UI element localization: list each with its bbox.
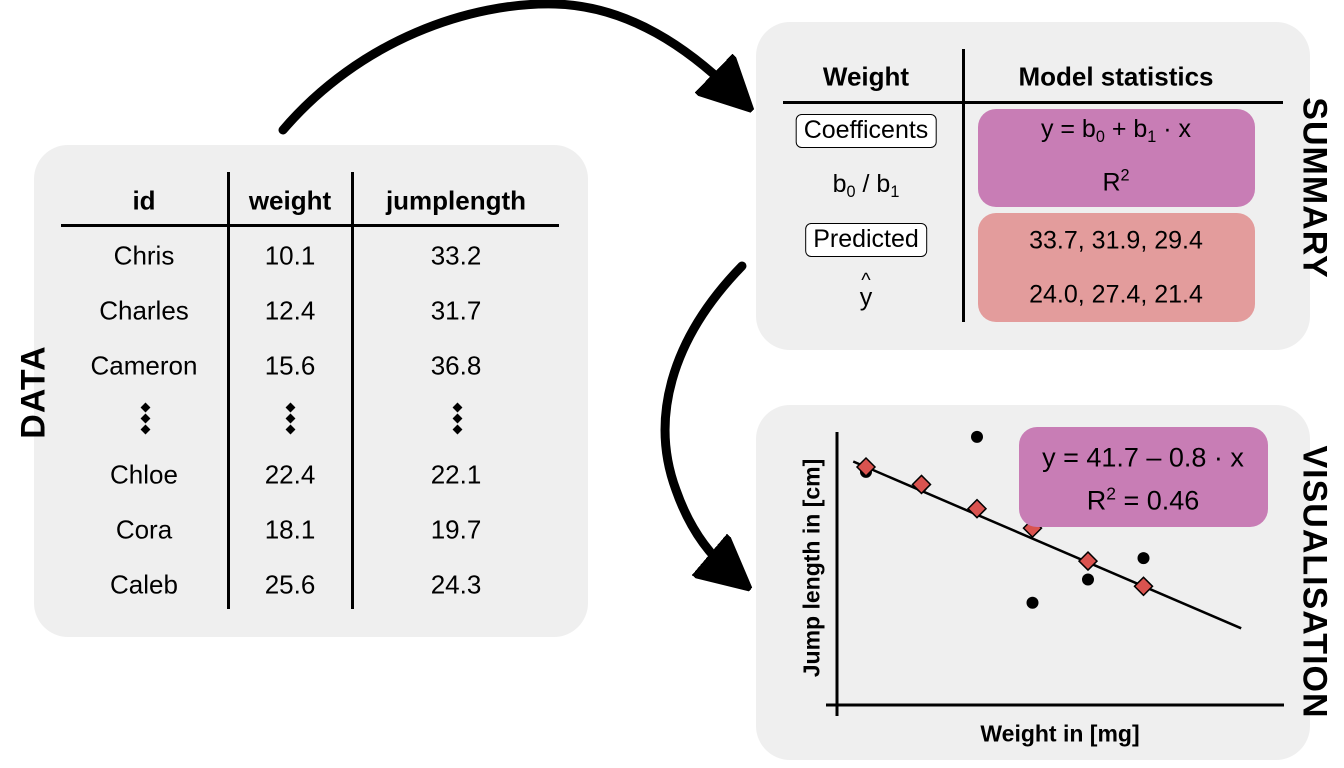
- regression-equation-box: [1019, 427, 1268, 527]
- y-axis-title: Jump length in [cm]: [798, 458, 825, 678]
- model-formula: y = b0 + b1 · x: [1040, 115, 1192, 146]
- model-statistics-box: [978, 109, 1255, 207]
- predicted-values-line-1: 33.7, 31.9, 29.4: [1029, 226, 1203, 255]
- observed-point: [1137, 552, 1150, 565]
- regression-r-squared: R2 = 0.46: [1086, 483, 1200, 516]
- cell-jumplength: 33.2: [430, 240, 482, 271]
- cell-id: Caleb: [110, 569, 178, 600]
- observed-point: [971, 430, 983, 443]
- coefficients-symbol: b0 / b1: [832, 170, 900, 201]
- predicted-symbol-y-hat: y: [860, 284, 873, 313]
- cell-jumplength: 24.3: [430, 569, 482, 600]
- predicted-point: [855, 456, 877, 478]
- summary-header-weight: Weight: [822, 61, 910, 92]
- cell-jumplength: 19.7: [430, 514, 482, 545]
- predicted-point: [1133, 576, 1154, 597]
- summary-header-model-statistics: Model statistics: [1018, 61, 1214, 92]
- cell-weight: 12.4: [264, 295, 316, 326]
- table-column-divider: [227, 172, 230, 609]
- summary-column-divider: [962, 49, 965, 322]
- predicted-point: [966, 498, 988, 519]
- cell-jumplength: 22.1: [430, 459, 482, 490]
- summary-header-divider: [783, 101, 1283, 104]
- cell-weight: 10.1: [264, 240, 316, 271]
- cell-weight: 25.6: [264, 569, 316, 600]
- data-panel: [34, 145, 588, 637]
- predicted-values-line-2: 24.0, 27.4, 21.4: [1029, 280, 1203, 309]
- cell-id: Cameron: [90, 350, 198, 381]
- cell-weight: 22.4: [264, 459, 316, 490]
- observed-point: [1082, 573, 1094, 586]
- cell-jumplength: 31.7: [430, 295, 482, 326]
- column-header-id: id: [132, 185, 156, 216]
- cell-jumplength: 36.8: [430, 350, 482, 381]
- observed-point: [1026, 596, 1039, 609]
- regression-equation: y = 41.7 – 0.8 · x: [1042, 442, 1244, 473]
- predicted-label: Predicted: [805, 223, 927, 257]
- cell-id: Charles: [99, 295, 189, 326]
- predicted-point: [1077, 551, 1099, 572]
- cell-id: Chloe: [110, 459, 178, 490]
- column-header-jumplength: jumplength: [385, 185, 527, 216]
- cell-weight: 18.1: [264, 514, 316, 545]
- predicted-point: [911, 474, 932, 495]
- table-column-divider: [351, 172, 354, 609]
- table-header-divider: [61, 224, 559, 227]
- cell-weight: 15.6: [264, 350, 316, 381]
- x-axis-title: Weight in [mg]: [980, 720, 1140, 747]
- cell-id: Chris: [113, 240, 175, 271]
- predicted-values-box: [978, 213, 1255, 322]
- column-header-weight: weight: [248, 185, 332, 216]
- coefficients-label: Coefficents: [795, 114, 937, 148]
- r-squared-label: R2: [1102, 166, 1130, 197]
- cell-id: Cora: [115, 514, 173, 545]
